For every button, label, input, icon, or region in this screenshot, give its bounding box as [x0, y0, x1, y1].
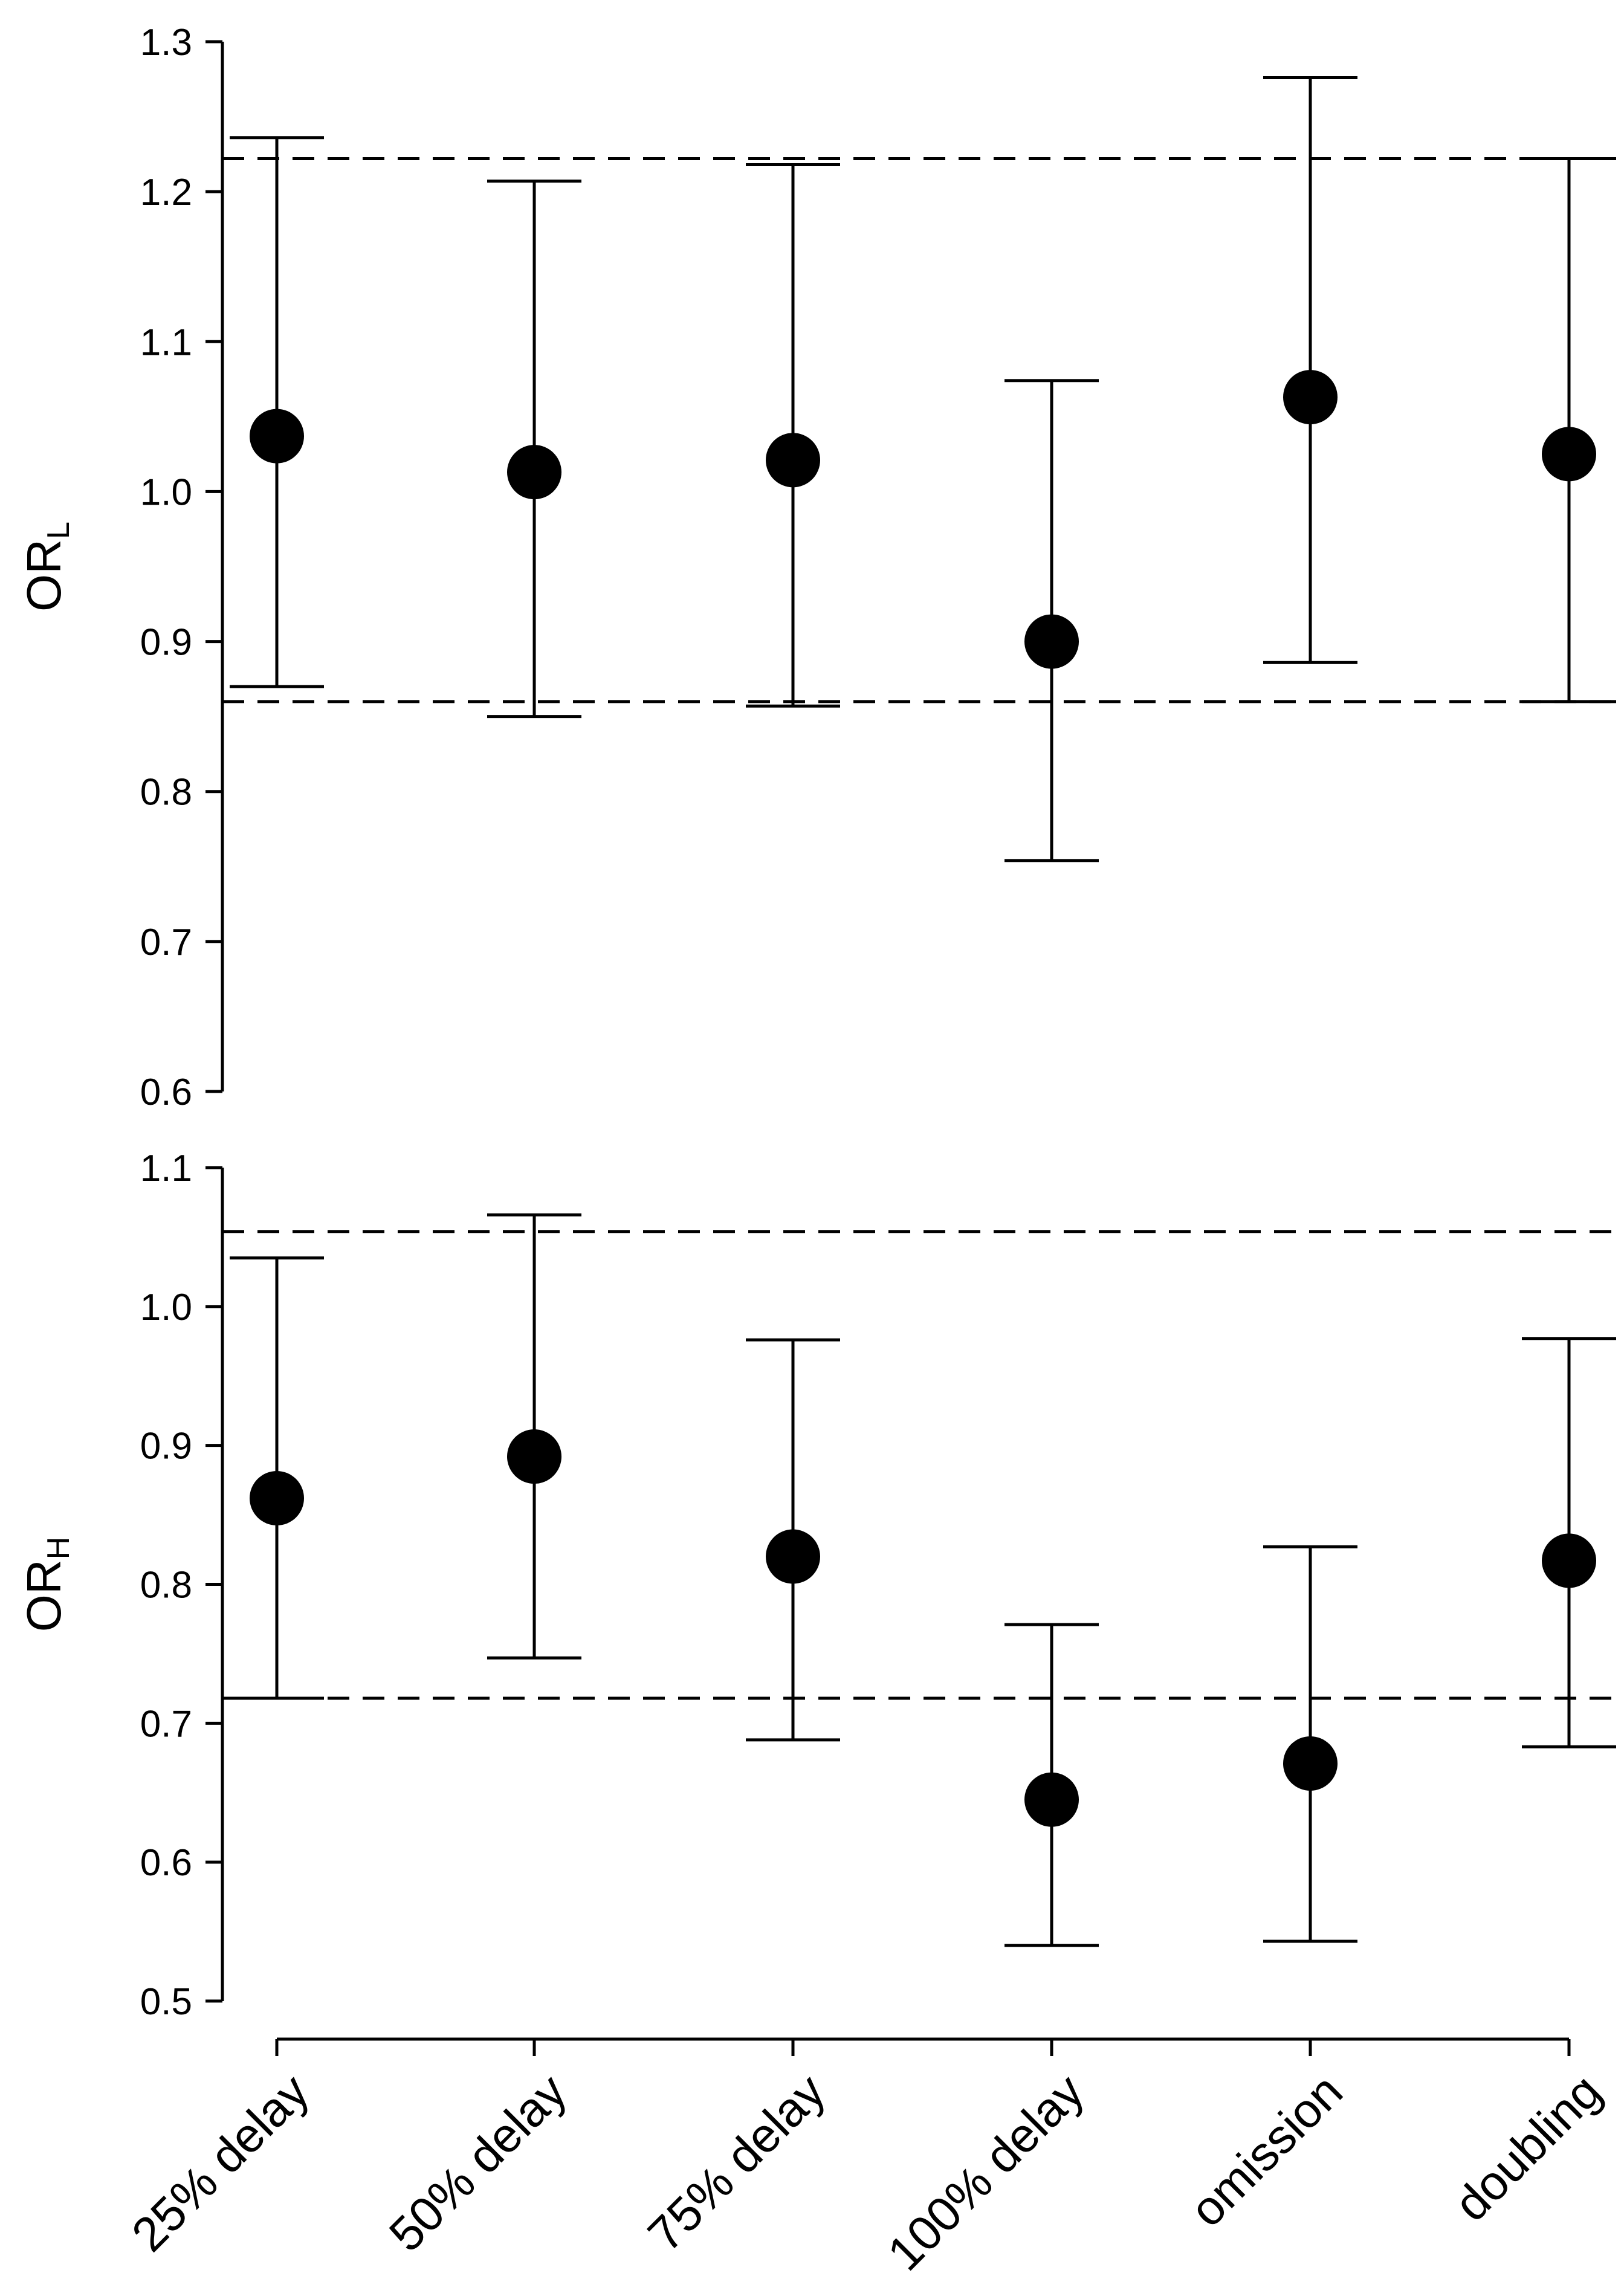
y-axis-title: ORL	[17, 522, 76, 612]
y-tick-label: 1.3	[140, 22, 192, 63]
data-point	[766, 433, 820, 488]
y-tick-label: 0.8	[140, 1565, 192, 1606]
y-axis-title-subscript: H	[41, 1537, 76, 1560]
y-tick-label: 0.7	[140, 1703, 192, 1745]
y-tick-label: 0.7	[140, 922, 192, 963]
data-point	[1542, 427, 1596, 482]
data-point	[766, 1529, 820, 1584]
x-axis: 25% delay 50% delay 75% delay 100% delay omi…	[121, 2037, 1611, 2273]
data-point	[1024, 614, 1079, 669]
y-axis-title-main: OR	[17, 1559, 71, 1632]
y-tick-label: 0.6	[140, 1842, 192, 1884]
y-tick-label: 1.1	[140, 1148, 192, 1189]
y-tick-label: 0.5	[140, 1981, 192, 2023]
x-tick-label: 75% delay	[638, 2064, 835, 2262]
y-tick-label: 1.0	[140, 471, 192, 513]
x-tick-label: omission	[1180, 2064, 1353, 2237]
data-point	[1283, 1736, 1338, 1791]
x-tick-label: doubling	[1444, 2064, 1611, 2231]
y-tick-label: 0.9	[140, 622, 192, 664]
y-tick-label: 1.1	[140, 322, 192, 363]
panel-or-h: 0.5 0.6 0.7 0.8 0.9 1.0 1.1 ORH	[17, 1148, 1624, 2023]
y-tick-label: 0.6	[140, 1072, 192, 1113]
panel-or-l: 0.6 0.7 0.8 0.9 1.0 1.1 1.2 1.3 ORL	[17, 22, 1624, 1113]
x-tick-label: 50% delay	[379, 2064, 577, 2262]
y-tick-label: 0.9	[140, 1426, 192, 1467]
data-point	[1542, 1533, 1596, 1588]
y-axis-title-subscript: L	[41, 522, 76, 539]
data-point	[507, 1429, 561, 1484]
y-axis-title: ORH	[17, 1537, 76, 1632]
data-point	[1283, 370, 1338, 425]
data-point	[1024, 1772, 1079, 1827]
data-point	[507, 445, 561, 500]
x-tick-label: 25% delay	[121, 2064, 319, 2262]
data-point	[250, 409, 304, 464]
y-axis-title-main: OR	[17, 539, 71, 612]
y-tick-label: 0.8	[140, 772, 192, 813]
y-tick-label: 1.0	[140, 1287, 192, 1328]
y-tick-label: 1.2	[140, 172, 192, 213]
data-point	[250, 1471, 304, 1526]
x-tick-label: 100% delay	[877, 2064, 1094, 2273]
